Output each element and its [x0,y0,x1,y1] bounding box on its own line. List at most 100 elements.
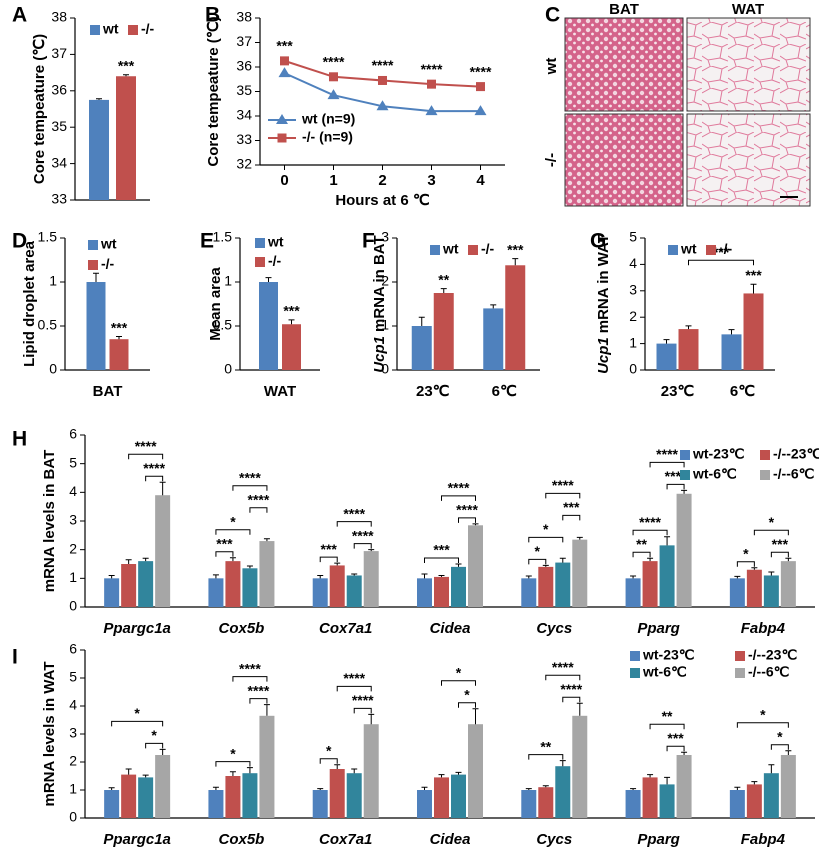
significance-label: *** [216,535,233,551]
bar [572,715,588,818]
significance-label: **** [248,682,270,698]
significance-label: *** [276,38,293,54]
bar [208,790,224,818]
y-axis-label: Mean area [207,267,224,341]
x-tick-label: Cox5b [219,831,265,848]
legend-swatch [735,651,745,661]
legend-swatch [255,238,265,248]
significance-bracket [649,723,685,730]
legend-swatch [630,651,640,661]
bar [468,525,483,607]
error-bar [734,575,741,579]
bar [451,774,466,818]
legend-swatch [90,25,100,35]
significance-label: * [535,543,541,559]
panel-letter: E [200,230,214,253]
error-bar [647,557,654,562]
legend-label: -/--6℃ [773,466,815,482]
y-tick-label: 36 [51,82,67,98]
significance-label: * [151,727,157,743]
significance-bracket [545,674,581,681]
significance-bracket [232,485,268,491]
bar [625,578,641,607]
x-tick-label: Cidea [430,620,471,637]
y-tick-label: 0 [224,361,232,377]
error-bar [751,567,758,570]
significance-label: **** [448,480,470,496]
x-tick-label: Pparg [637,620,680,637]
significance-bracket [753,529,789,536]
legend-swatch [88,240,98,250]
significance-label: **** [248,491,270,507]
y-tick-label: 1 [49,273,57,289]
y-axis-label: mRNA levels in WAT [41,661,58,806]
y-tick-label: 3 [629,282,637,298]
x-tick-label: Cox5b [219,620,265,637]
legend-label: wt-23℃ [642,647,695,663]
bar [104,790,120,818]
legend-label: wt [102,21,119,37]
significance-bracket [770,744,789,750]
y-axis-label: Core tempeature (℃) [31,34,48,184]
significance-label: ** [662,708,673,724]
y-axis-label: Ucp1 mRNA in WAT [595,234,612,374]
legend-label: -/- (n=9) [302,129,353,145]
error-bar [368,549,375,552]
panel-letter: C [545,4,560,27]
x-tick-label: Cycs [536,831,572,848]
significance-label: **** [656,446,678,462]
y-tick-label: 6 [69,641,77,657]
significance-bracket [145,742,164,749]
y-tick-label: 38 [236,9,252,25]
error-bar [455,771,462,775]
bar [417,790,432,818]
significance-bracket [319,556,338,563]
bar [312,790,328,818]
bar [468,724,483,818]
legend-swatch [468,245,478,255]
error-bar [785,750,792,755]
legend-label: -/- [268,253,282,269]
significance-label: * [230,513,236,529]
x-tick-label: Ppargc1a [103,831,171,848]
significance-bracket [688,259,754,266]
panel-letter: D [12,230,27,253]
x-tick-label: Cycs [536,620,572,637]
error-bar [93,272,99,282]
error-bar [663,339,670,344]
significance-bracket [145,475,164,482]
wat-image [686,113,811,207]
legend-swatch [128,25,138,35]
x-tick-label: 6℃ [492,383,517,400]
legend-label: wt [267,234,284,250]
bar [411,326,432,370]
bar [259,715,275,818]
y-tick-label: 1.5 [38,229,58,245]
marker [476,82,485,92]
bar [656,343,677,370]
error-bar [681,489,688,494]
y-tick-label: 2 [629,308,637,324]
significance-bracket [632,551,651,558]
significance-bracket [249,507,268,513]
bar [676,755,692,818]
x-tick-label: 0 [280,172,288,189]
marker [278,67,291,78]
legend-swatch [680,450,690,460]
significance-label: **** [421,61,443,77]
error-bar [472,523,479,526]
bar [676,493,692,607]
x-tick-label: 6℃ [730,383,755,400]
error-bar [229,771,236,776]
error-bar [768,571,775,576]
bar [746,569,762,607]
significance-bracket [111,720,164,727]
significance-label: *** [772,536,789,552]
legend-label: -/- [141,21,155,37]
significance-bracket [424,557,459,563]
significance-bracket [770,551,789,558]
y-tick-label: 1.5 [213,229,233,245]
error-bar [681,751,688,755]
error-bar [734,786,741,790]
error-bar [685,325,692,330]
